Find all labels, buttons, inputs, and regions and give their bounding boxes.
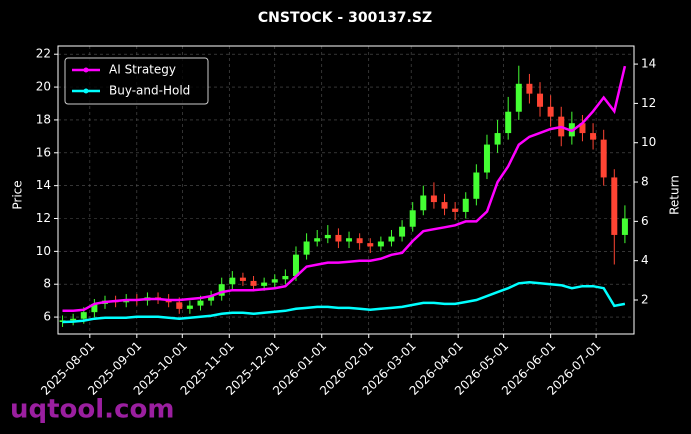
candle-body: [399, 226, 406, 237]
legend-marker: [83, 67, 89, 73]
chart-title: CNSTOCK - 300137.SZ: [258, 10, 432, 26]
candle-body: [176, 302, 183, 309]
candle-body: [346, 238, 353, 242]
candle-body: [218, 284, 225, 296]
candle-body: [271, 279, 278, 283]
candle-body: [186, 305, 193, 309]
candle-body: [579, 123, 586, 134]
candle-body: [600, 139, 607, 178]
y2-tick-label: 6: [641, 214, 649, 228]
y2-tick-label: 10: [641, 135, 656, 149]
candle-body: [314, 238, 321, 242]
candle-body: [452, 208, 459, 212]
y-tick-label: 10: [36, 244, 51, 258]
y-tick-label: 14: [36, 178, 51, 192]
y-tick-label: 8: [43, 277, 51, 291]
candle-body: [70, 318, 77, 321]
y-tick-label: 20: [36, 80, 51, 94]
candle-body: [239, 277, 246, 281]
y2-tick-label: 8: [641, 175, 649, 189]
candle-body: [621, 218, 628, 235]
series-line: [62, 65, 627, 313]
candle-body: [462, 198, 469, 212]
y2-tick-label: 14: [641, 57, 656, 71]
candle-body: [590, 133, 597, 140]
candle-body: [420, 195, 427, 211]
candle-body: [282, 276, 289, 280]
candle-body: [250, 280, 257, 286]
candle-body: [197, 300, 204, 306]
series-line: [62, 281, 626, 324]
y-axis-label: Price: [11, 180, 25, 209]
candle-body: [303, 241, 310, 255]
candle-body: [261, 282, 268, 286]
candle-body: [441, 202, 448, 209]
y-tick-label: 18: [36, 112, 51, 126]
candle-body: [367, 243, 374, 247]
y2-tick-label: 12: [641, 96, 656, 110]
watermark: uqtool.com: [10, 395, 174, 425]
candle-body: [208, 295, 215, 301]
candle-body: [91, 303, 98, 313]
candle-body: [473, 172, 480, 199]
y2-tick-label: 2: [641, 292, 649, 306]
y-tick-label: 6: [43, 310, 51, 324]
y2-axis-label: Return: [668, 175, 682, 215]
candle-body: [547, 106, 554, 117]
candle-body: [335, 234, 342, 242]
candle-body: [515, 83, 522, 112]
y-tick-label: 16: [36, 145, 51, 159]
candle-body: [324, 234, 331, 239]
candle-body: [388, 236, 395, 242]
candle-body: [537, 93, 544, 107]
y-tick-label: 22: [36, 47, 51, 61]
legend-label: AI Strategy: [109, 63, 176, 77]
legend-marker: [83, 88, 89, 94]
plot-frame: [57, 45, 635, 335]
legend-box: [64, 57, 209, 105]
candle-body: [377, 241, 384, 247]
candle-body: [611, 177, 618, 235]
candle-body: [292, 254, 299, 277]
y2-tick-label: 4: [641, 253, 649, 267]
candle-body: [80, 312, 87, 319]
candle-body: [494, 133, 501, 145]
candle-body: [505, 111, 512, 134]
candle-body: [526, 83, 533, 94]
y-tick-label: 12: [36, 211, 51, 225]
candle-body: [356, 238, 363, 244]
legend-label: Buy-and-Hold: [109, 84, 190, 98]
candle-body: [409, 210, 416, 227]
candle-body: [430, 195, 437, 203]
candle-body: [229, 277, 236, 285]
candle-body: [483, 144, 490, 173]
